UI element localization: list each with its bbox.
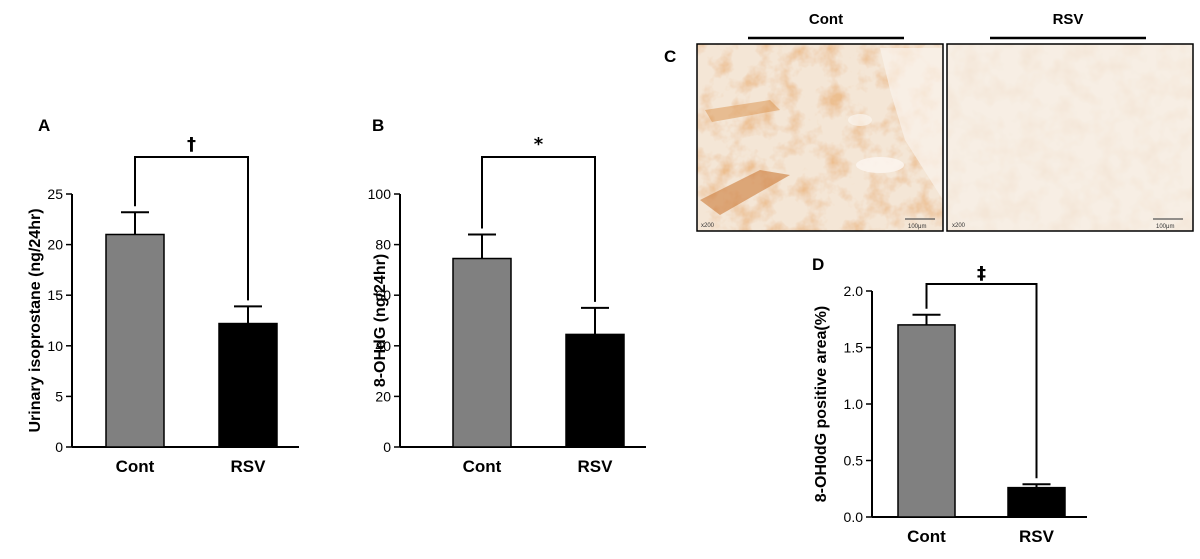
chart-a-bar-rsv: [218, 322, 278, 448]
chart-b-y-tick-label: 0: [383, 439, 391, 455]
chart-a-y-tick-label: 20: [47, 237, 63, 253]
chart-a-error-bar-rsv: [234, 305, 262, 324]
chart-a-y-tick-label: 15: [47, 287, 63, 303]
chart-b-error-bar-cont: [468, 233, 496, 259]
chart-b-y-tick-label: 20: [375, 388, 391, 404]
chart-a-significance-marker: †: [187, 134, 196, 155]
chart-d-y-tick-label: 1.0: [844, 396, 864, 412]
chart-a-error-bar-cont: [121, 211, 149, 235]
panel-a-letter: A: [38, 116, 50, 135]
chart-a-category-label: RSV: [231, 457, 267, 476]
chart-a-bar-cont: [105, 233, 165, 448]
panel-b-chart: B 0 20 40 60 80 100 Cont RSV * 8-OHdG (ng/24hr): [368, 116, 646, 476]
panel-d-chart: D 0.0 0.5 1.0 1.5 2.0 Cont RSV ‡ 8-OH0dG positiv…: [812, 255, 1087, 546]
chart-b-category-label: Cont: [463, 457, 502, 476]
chart-d-significance-bracket: [925, 283, 1038, 479]
rsv-scale-label: 100μm: [1156, 224, 1174, 230]
chart-b-y-tick-label: 40: [375, 338, 391, 354]
chart-b-significance-bracket: [481, 156, 596, 302]
chart-a-significance-bracket: [134, 156, 249, 301]
chart-a-y-tick-label: 5: [55, 388, 63, 404]
chart-b-y-tick-label: 100: [368, 186, 392, 202]
chart-d-error-bar-cont: [912, 313, 941, 325]
chart-d-bar-rsv: [1007, 486, 1066, 518]
chart-d-bar-cont: [897, 324, 956, 518]
chart-a-y-tick-label: 0: [55, 439, 63, 455]
chart-b-error-bar-rsv: [581, 306, 609, 335]
chart-d-error-bar-rsv: [1022, 483, 1051, 488]
chart-b-category-label: RSV: [578, 457, 614, 476]
chart-b-bar-cont: [452, 257, 512, 448]
micrograph-cont-title: Cont: [809, 11, 843, 28]
panel-d-letter: D: [812, 255, 824, 274]
chart-d-y-tick-label: 1.5: [844, 340, 864, 356]
cont-scale-label: 100μm: [908, 224, 926, 230]
chart-b-significance-marker: *: [534, 134, 544, 155]
chart-d-category-label: Cont: [907, 527, 946, 546]
chart-d-y-tick-label: 0.5: [844, 453, 864, 469]
chart-d-y-axis-label: 8-OH0dG positive area(%): [813, 306, 830, 503]
panel-a-chart: A 0 5 10 15 20 25 Cont RSV † Urinary isoprostane …: [27, 116, 299, 476]
cont-magnification: x200: [701, 223, 715, 229]
chart-b-y-tick-label: 80: [375, 237, 391, 253]
chart-d-category-label: RSV: [1019, 527, 1055, 546]
rsv-magnification: x200: [952, 223, 966, 229]
micrograph-rsv-title: RSV: [1053, 11, 1084, 28]
chart-a-y-axis-label: Urinary isoprostane (ng/24hr): [27, 208, 44, 432]
panel-c-micrographs: C Cont RSV x200 100μm x200 100μm: [664, 11, 1194, 232]
chart-d-significance-marker: ‡: [977, 263, 986, 284]
chart-d-y-tick-label: 2.0: [844, 283, 864, 299]
panel-b-letter: B: [372, 116, 384, 135]
micrograph-cont: x200 100μm: [696, 43, 944, 232]
chart-a-y-tick-label: 25: [47, 186, 63, 202]
panel-c-letter: C: [664, 47, 676, 66]
chart-b-y-axis-label: 8-OHdG (ng/24hr): [372, 254, 389, 387]
micrograph-rsv: x200 100μm: [946, 43, 1194, 232]
chart-d-y-tick-label: 0.0: [844, 509, 864, 525]
chart-a-y-tick-label: 10: [47, 338, 63, 354]
chart-b-y-tick-label: 60: [375, 287, 391, 303]
chart-a-category-label: Cont: [116, 457, 155, 476]
chart-b-bar-rsv: [565, 333, 625, 448]
